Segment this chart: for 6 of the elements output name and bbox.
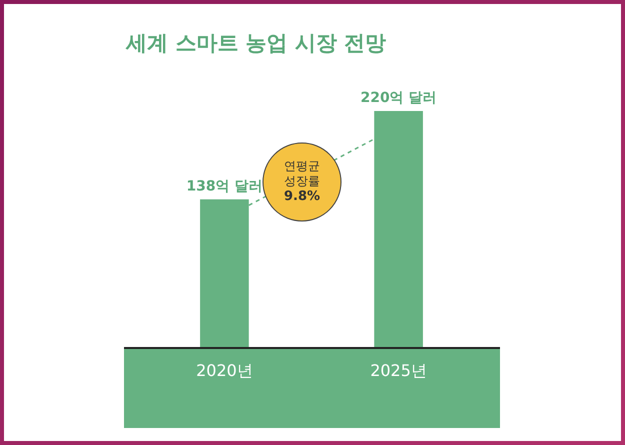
x-tick-label: 2025년	[370, 361, 427, 380]
data-label: 220억 달러	[360, 90, 437, 106]
chart-title: 세계 스마트 농업 시장 전망	[125, 31, 386, 55]
annotation: 연평균 성장률 9.8%	[284, 159, 320, 204]
data-label: 138억 달러	[186, 178, 262, 194]
x-tick-label: 2020년	[196, 361, 253, 380]
